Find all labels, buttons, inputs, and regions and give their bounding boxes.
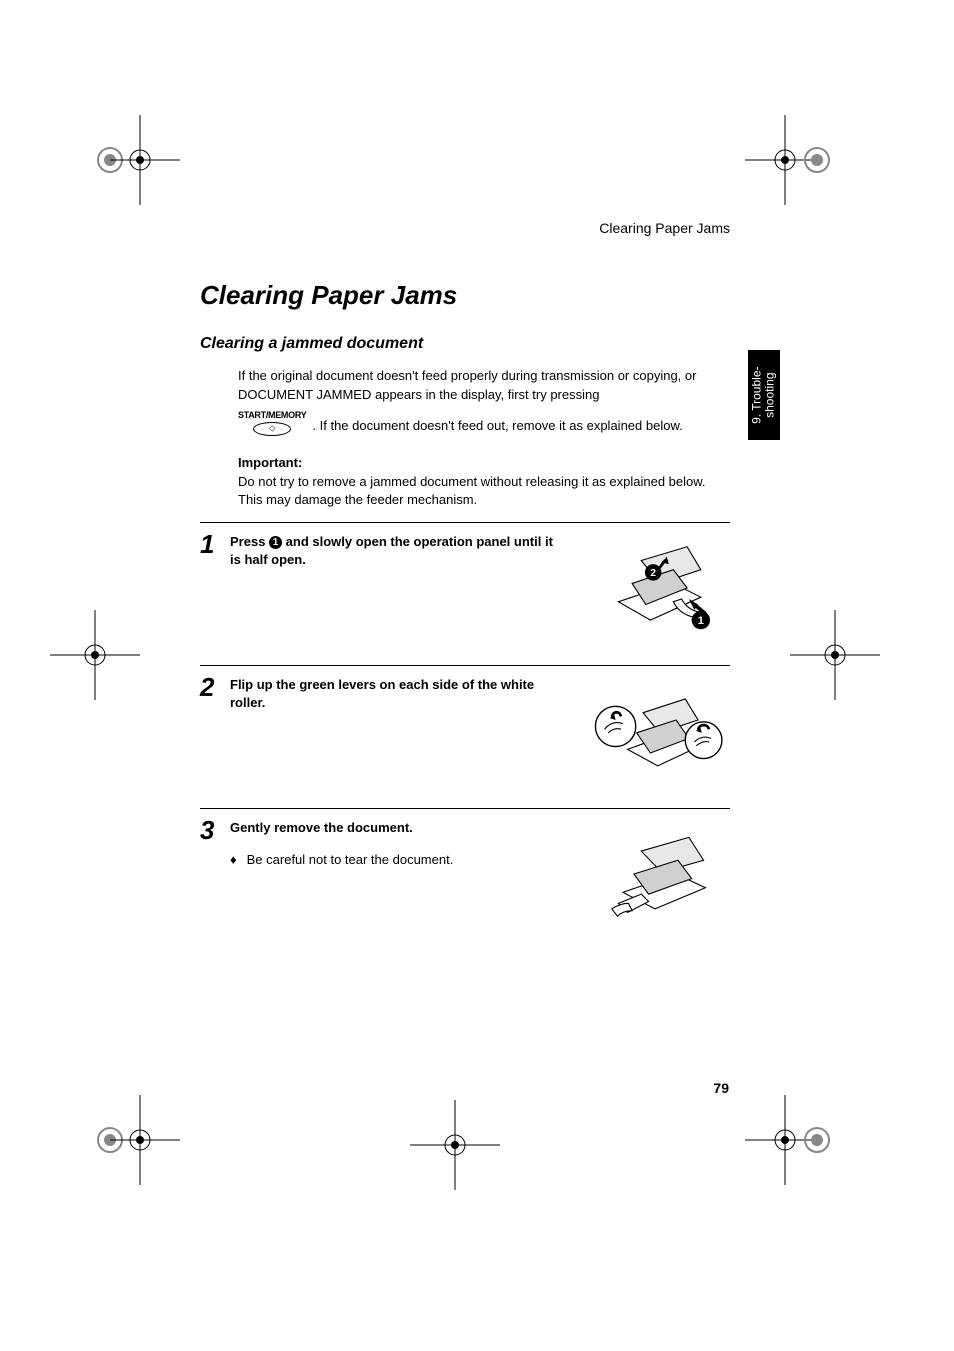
step-2-illustration: [580, 676, 730, 786]
intro-paragraph-1: If the original document doesn't feed pr…: [238, 367, 730, 405]
circled-1-icon: 1: [269, 536, 282, 549]
page-number: 79: [713, 1080, 729, 1096]
chapter-tab-line2: shooting: [763, 372, 777, 417]
crop-mark-bl: [90, 1095, 180, 1185]
divider: [200, 808, 730, 809]
step-2-text: Flip up the green levers on each side of…: [230, 677, 534, 710]
crop-mark-bc: [410, 1100, 500, 1190]
crop-mark-tr: [745, 115, 835, 205]
step-3: 3 Gently remove the document. ♦ Be caref…: [200, 819, 730, 939]
intro-block: If the original document doesn't feed pr…: [238, 367, 730, 510]
running-header: Clearing Paper Jams: [599, 220, 730, 236]
step-1: 1 Press 1 and slowly open the operation …: [200, 533, 730, 653]
overlay-circled-1: 1: [698, 615, 704, 627]
important-text: Do not try to remove a jammed document w…: [238, 474, 706, 508]
crop-mark-ml: [50, 610, 140, 700]
sub-title: Clearing a jammed document: [200, 335, 730, 353]
step-1-text-pre: Press: [230, 534, 269, 549]
start-memory-button-icon: START/MEMORY: [238, 411, 306, 436]
divider: [200, 522, 730, 523]
page-content: Clearing Paper Jams Clearing Paper Jams …: [200, 220, 730, 939]
step-number: 3: [200, 817, 220, 843]
bullet-icon: ♦: [230, 851, 237, 869]
start-memory-label: START/MEMORY: [238, 411, 306, 420]
intro-paragraph-1-tail: . If the document doesn't feed out, remo…: [312, 411, 682, 436]
main-title: Clearing Paper Jams: [200, 280, 730, 311]
step-3-text: Gently remove the document.: [230, 820, 413, 835]
crop-mark-br: [745, 1095, 835, 1185]
overlay-circled-2: 2: [650, 568, 656, 579]
step-1-illustration: 1 2: [580, 533, 730, 643]
crop-mark-mr: [790, 610, 880, 700]
important-label: Important:: [238, 455, 302, 470]
crop-mark-tl: [90, 115, 180, 205]
step-3-illustration: [580, 819, 730, 929]
divider: [200, 665, 730, 666]
step-number: 2: [200, 674, 220, 700]
step-2: 2 Flip up the green levers on each side …: [200, 676, 730, 796]
step-3-bullet: Be careful not to tear the document.: [247, 851, 454, 869]
step-number: 1: [200, 531, 220, 557]
chapter-tab: 9. Trouble- shooting: [748, 350, 780, 440]
